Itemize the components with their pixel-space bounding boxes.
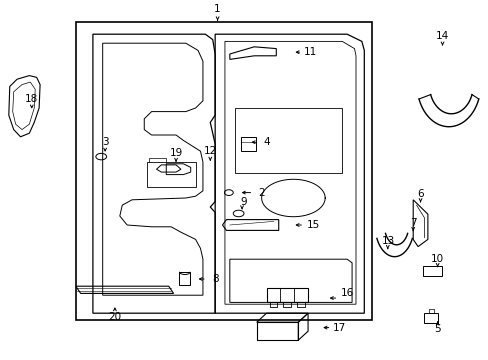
Text: 7: 7 bbox=[409, 218, 416, 228]
Text: 1: 1 bbox=[214, 4, 221, 14]
Bar bbox=[179, 272, 190, 285]
Bar bbox=[422, 266, 441, 276]
Text: 16: 16 bbox=[340, 288, 353, 298]
Text: 3: 3 bbox=[102, 137, 108, 147]
Bar bbox=[234, 108, 342, 173]
Text: 14: 14 bbox=[435, 31, 448, 41]
Bar bbox=[76, 22, 371, 320]
Text: 10: 10 bbox=[430, 254, 443, 264]
Text: 4: 4 bbox=[263, 137, 269, 147]
Text: 20: 20 bbox=[108, 312, 121, 322]
Text: 12: 12 bbox=[203, 146, 217, 156]
Text: 5: 5 bbox=[433, 324, 440, 334]
Text: 11: 11 bbox=[303, 47, 317, 57]
Bar bbox=[146, 162, 195, 187]
Bar bbox=[424, 313, 437, 323]
Bar bbox=[256, 322, 298, 340]
Text: 15: 15 bbox=[305, 220, 319, 230]
Text: 6: 6 bbox=[416, 189, 423, 199]
Text: 13: 13 bbox=[381, 236, 395, 246]
Text: 18: 18 bbox=[25, 94, 39, 104]
Text: 8: 8 bbox=[211, 274, 218, 284]
Text: 17: 17 bbox=[332, 323, 346, 333]
Bar bbox=[240, 137, 256, 151]
Text: 2: 2 bbox=[258, 188, 264, 198]
Bar bbox=[266, 288, 307, 302]
Text: 19: 19 bbox=[169, 148, 183, 158]
Text: 9: 9 bbox=[240, 197, 246, 207]
